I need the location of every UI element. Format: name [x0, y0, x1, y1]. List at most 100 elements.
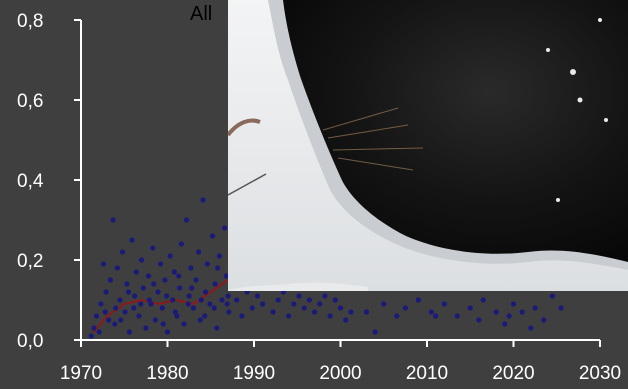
data-point: [197, 317, 203, 323]
data-point: [467, 305, 473, 311]
x-tick-label: 2020: [492, 363, 534, 384]
data-point: [155, 289, 161, 295]
data-point: [145, 273, 152, 279]
data-point: [202, 289, 209, 295]
data-point: [204, 261, 210, 267]
trend-line-series: [93, 279, 229, 333]
data-point: [183, 217, 190, 223]
x-tick-label: 1980: [146, 363, 188, 384]
data-point: [270, 309, 276, 315]
data-point: [337, 305, 344, 311]
data-point: [152, 317, 158, 323]
y-tick-label: 0,2: [17, 251, 43, 272]
data-point: [177, 285, 183, 291]
y-tick-label: 0,8: [17, 11, 43, 32]
data-point: [216, 253, 222, 259]
x-tick-label: 2030: [579, 363, 621, 384]
data-point: [157, 261, 164, 267]
data-point: [317, 301, 323, 307]
data-point: [327, 313, 333, 319]
data-point: [381, 301, 387, 307]
data-point: [176, 273, 182, 279]
data-point: [117, 297, 123, 303]
data-point: [88, 333, 94, 339]
y-ticks: 0,0 0,2 0,4 0,6 0,8: [17, 11, 81, 352]
data-point: [306, 297, 312, 303]
data-point: [402, 305, 408, 311]
data-point: [502, 321, 508, 327]
data-point: [224, 301, 230, 307]
data-point: [126, 329, 133, 335]
data-point: [275, 297, 281, 303]
data-point: [186, 293, 192, 299]
y-tick-label: 0,6: [17, 91, 43, 112]
data-point: [198, 297, 204, 303]
data-point: [122, 309, 128, 315]
data-point: [332, 297, 338, 303]
data-point: [372, 329, 378, 335]
data-point: [131, 305, 137, 311]
data-point: [211, 305, 217, 311]
data-point: [441, 301, 447, 307]
data-point: [138, 257, 145, 263]
data-point: [170, 297, 176, 303]
data-point: [102, 309, 108, 315]
data-point: [193, 277, 199, 283]
data-point: [100, 261, 107, 267]
data-point: [221, 225, 228, 231]
data-point: [286, 313, 292, 319]
y-tick-label: 0,4: [17, 171, 44, 192]
data-point: [254, 293, 261, 299]
data-point: [125, 289, 132, 295]
data-point: [138, 301, 144, 307]
data-point: [239, 313, 245, 319]
data-point: [322, 293, 328, 299]
data-point: [476, 317, 482, 323]
data-point: [190, 305, 197, 311]
data-point: [196, 249, 202, 255]
data-point: [167, 253, 173, 259]
data-point: [189, 285, 195, 291]
data-point: [223, 273, 229, 279]
data-point: [225, 293, 231, 299]
data-point: [200, 197, 206, 203]
data-point: [234, 297, 240, 303]
data-point: [118, 317, 124, 323]
data-point: [260, 301, 266, 307]
data-point: [151, 281, 157, 287]
data-point: [209, 233, 216, 239]
data-point: [164, 329, 171, 335]
y-tick-label: 0,0: [17, 331, 43, 352]
data-point: [112, 321, 118, 327]
data-point: [129, 237, 135, 243]
data-point: [185, 301, 191, 307]
data-point: [160, 321, 166, 327]
data-point: [311, 309, 318, 315]
data-point: [343, 317, 349, 323]
data-point: [146, 297, 152, 303]
data-point: [119, 249, 126, 255]
data-point: [202, 313, 208, 319]
data-point: [106, 317, 112, 323]
data-point: [549, 293, 556, 299]
data-point: [172, 309, 178, 315]
data-point: [133, 269, 139, 275]
data-point: [107, 277, 114, 283]
data-point: [96, 329, 102, 335]
x-tick-label: 2000: [319, 363, 361, 384]
data-point: [178, 241, 184, 247]
data-point: [150, 245, 156, 251]
data-point: [363, 309, 370, 315]
data-point: [207, 301, 213, 307]
data-point: [188, 265, 194, 271]
data-point: [114, 265, 120, 271]
x-tick-label: 1990: [233, 363, 275, 384]
data-point: [132, 293, 138, 299]
data-point: [171, 269, 178, 275]
data-point: [98, 301, 104, 307]
data-point: [219, 297, 225, 303]
data-point: [415, 297, 421, 303]
overlay-photo: [228, 0, 628, 291]
